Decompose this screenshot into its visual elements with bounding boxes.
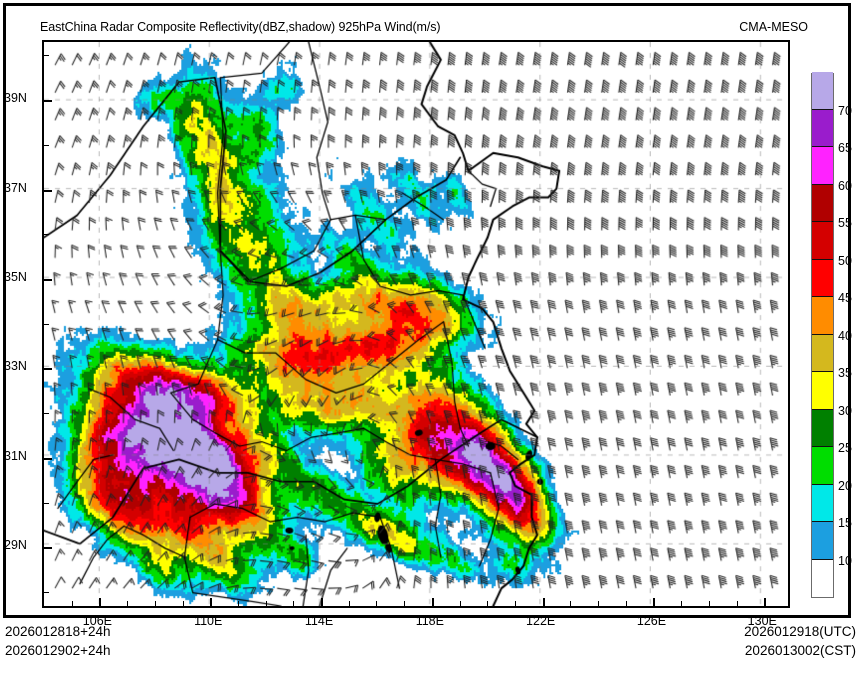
x-axis-tick — [431, 598, 434, 606]
y-axis-label: 37N — [4, 180, 27, 195]
x-axis-minor-tick — [71, 601, 73, 606]
x-axis-minor-tick — [404, 601, 406, 606]
x-axis-tick — [210, 598, 213, 606]
y-axis-minor-tick — [44, 323, 49, 325]
colorbar-label: 40 — [838, 328, 852, 343]
x-axis-minor-tick — [376, 601, 378, 606]
x-axis-minor-tick — [154, 601, 156, 606]
colorbar-band — [812, 484, 833, 522]
x-axis-label: 118E — [415, 614, 444, 628]
model-tag: CMA-MESO — [739, 20, 808, 34]
colorbar-label: 30 — [838, 403, 852, 418]
y-axis-tick — [44, 189, 52, 192]
colorbar-label: 15 — [838, 516, 852, 530]
x-axis-label: 110E — [194, 614, 223, 628]
colorbar-label: 55 — [838, 216, 852, 230]
x-axis-minor-tick — [598, 601, 600, 606]
colorbar-band — [812, 372, 833, 410]
x-axis-minor-tick — [487, 601, 489, 606]
footer: 2026012818+24h 2026012902+24h 2026012918… — [0, 622, 860, 674]
y-axis-minor-tick — [44, 234, 49, 236]
colorbar-band — [812, 109, 833, 147]
x-axis-minor-tick — [348, 601, 350, 606]
colorbar-label: 25 — [838, 441, 852, 455]
y-axis-label: 35N — [4, 270, 27, 285]
y-axis-tick — [44, 368, 52, 371]
x-axis-minor-tick — [708, 601, 710, 606]
x-axis-tick — [321, 598, 324, 606]
colorbar-band — [812, 184, 833, 222]
x-axis-label: 122E — [526, 614, 556, 628]
colorbar-label: 70 — [838, 103, 852, 118]
y-axis-label: 29N — [4, 538, 27, 553]
x-axis-label: 130E — [747, 614, 777, 628]
x-axis-label: 126E — [636, 614, 667, 628]
colorbar-band — [812, 72, 833, 110]
y-axis-label: 39N — [4, 91, 27, 106]
y-axis-label: 31N — [4, 448, 27, 463]
y-axis-minor-tick — [44, 592, 49, 594]
colorbar[interactable] — [811, 72, 834, 598]
x-axis-minor-tick — [293, 601, 295, 606]
x-axis-minor-tick — [127, 601, 129, 606]
x-axis-tick — [99, 598, 102, 606]
page-title: EastChina Radar Composite Reflectivity(d… — [40, 20, 441, 34]
y-axis-minor-tick — [44, 413, 49, 415]
x-axis-label: 114E — [304, 614, 334, 628]
colorbar-label: 50 — [838, 253, 852, 268]
footer-init-time-utc: 2026012818+24h — [5, 624, 111, 639]
colorbar-label: 10 — [838, 553, 852, 568]
radar-map-panel[interactable] — [42, 40, 790, 608]
colorbar-label: 45 — [838, 291, 852, 305]
x-axis-minor-tick — [182, 601, 184, 606]
x-axis-label: 106E — [82, 614, 113, 628]
colorbar-band — [812, 559, 833, 597]
colorbar-band — [812, 222, 833, 260]
x-axis-tick — [542, 598, 545, 606]
x-axis-tick — [764, 598, 767, 606]
colorbar-band — [812, 259, 833, 297]
y-axis-minor-tick — [44, 55, 49, 57]
x-axis-minor-tick — [681, 601, 683, 606]
y-axis-tick — [44, 457, 52, 460]
radar-map-canvas — [44, 42, 788, 606]
colorbar-band — [812, 334, 833, 372]
y-axis-tick — [44, 100, 52, 103]
y-axis-minor-tick — [44, 144, 49, 146]
x-axis-minor-tick — [736, 601, 738, 606]
colorbar-band — [812, 409, 833, 447]
colorbar-label: 35 — [838, 366, 852, 380]
colorbar-band — [812, 147, 833, 185]
footer-valid-time-utc: 2026012918(UTC) — [744, 624, 856, 639]
colorbar-band — [812, 447, 833, 485]
colorbar-band — [812, 297, 833, 335]
x-axis-minor-tick — [514, 601, 516, 606]
x-axis-minor-tick — [459, 601, 461, 606]
y-axis-minor-tick — [44, 502, 49, 504]
x-axis-minor-tick — [625, 601, 627, 606]
colorbar-label: 65 — [838, 141, 852, 155]
footer-init-time-cst: 2026012902+24h — [5, 643, 111, 658]
y-axis-tick — [44, 547, 52, 550]
footer-valid-time-cst: 2026013002(CST) — [744, 643, 856, 658]
x-axis-minor-tick — [570, 601, 572, 606]
x-axis-minor-tick — [265, 601, 267, 606]
x-axis-tick — [653, 598, 656, 606]
y-axis-tick — [44, 279, 52, 282]
colorbar-label: 20 — [838, 478, 852, 493]
colorbar-band — [812, 522, 833, 560]
y-axis-label: 33N — [4, 359, 27, 374]
colorbar-label: 60 — [838, 178, 852, 193]
x-axis-minor-tick — [237, 601, 239, 606]
